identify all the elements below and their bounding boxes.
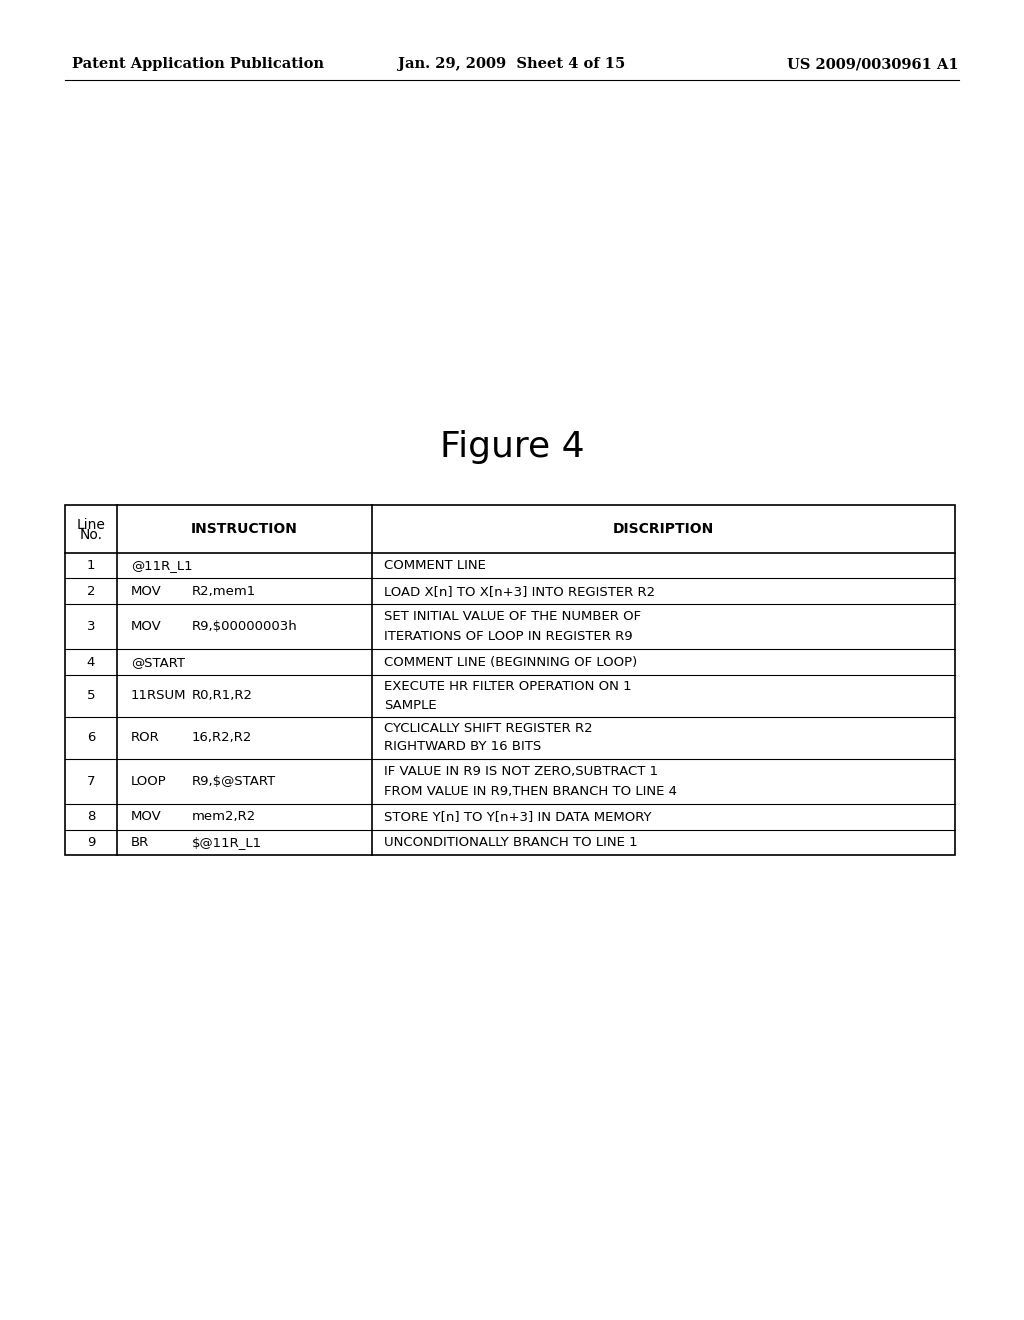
Text: MOV: MOV bbox=[131, 810, 162, 824]
Text: $@11R_L1: $@11R_L1 bbox=[193, 836, 262, 849]
Text: 6: 6 bbox=[87, 731, 95, 744]
Text: MOV: MOV bbox=[131, 585, 162, 598]
Text: 1: 1 bbox=[87, 560, 95, 573]
Text: BR: BR bbox=[131, 836, 150, 849]
Text: 11RSUM: 11RSUM bbox=[131, 689, 186, 702]
Text: @11R_L1: @11R_L1 bbox=[131, 560, 193, 573]
Text: @START: @START bbox=[131, 656, 185, 669]
Text: INSTRUCTION: INSTRUCTION bbox=[191, 521, 298, 536]
Text: Jan. 29, 2009  Sheet 4 of 15: Jan. 29, 2009 Sheet 4 of 15 bbox=[398, 57, 626, 71]
Text: DISCRIPTION: DISCRIPTION bbox=[613, 521, 714, 536]
Text: SET INITIAL VALUE OF THE NUMBER OF: SET INITIAL VALUE OF THE NUMBER OF bbox=[384, 610, 641, 623]
Text: 7: 7 bbox=[87, 775, 95, 788]
Text: 8: 8 bbox=[87, 810, 95, 824]
Text: LOOP: LOOP bbox=[131, 775, 167, 788]
Text: CYCLICALLY SHIFT REGISTER R2: CYCLICALLY SHIFT REGISTER R2 bbox=[384, 722, 593, 735]
Text: mem2,R2: mem2,R2 bbox=[193, 810, 256, 824]
Text: EXECUTE HR FILTER OPERATION ON 1: EXECUTE HR FILTER OPERATION ON 1 bbox=[384, 680, 632, 693]
Text: COMMENT LINE: COMMENT LINE bbox=[384, 560, 485, 573]
Text: 3: 3 bbox=[87, 620, 95, 634]
Text: Patent Application Publication: Patent Application Publication bbox=[72, 57, 324, 71]
Text: STORE Y[n] TO Y[n+3] IN DATA MEMORY: STORE Y[n] TO Y[n+3] IN DATA MEMORY bbox=[384, 810, 651, 824]
Text: Figure 4: Figure 4 bbox=[439, 430, 585, 465]
Text: 5: 5 bbox=[87, 689, 95, 702]
Text: 9: 9 bbox=[87, 836, 95, 849]
Text: R9,$@START: R9,$@START bbox=[193, 775, 276, 788]
Text: 16,R2,R2: 16,R2,R2 bbox=[193, 731, 252, 744]
Text: R9,$00000003h: R9,$00000003h bbox=[193, 620, 298, 634]
Text: COMMENT LINE (BEGINNING OF LOOP): COMMENT LINE (BEGINNING OF LOOP) bbox=[384, 656, 637, 669]
Text: No.: No. bbox=[80, 528, 102, 543]
Text: LOAD X[n] TO X[n+3] INTO REGISTER R2: LOAD X[n] TO X[n+3] INTO REGISTER R2 bbox=[384, 585, 655, 598]
Text: US 2009/0030961 A1: US 2009/0030961 A1 bbox=[787, 57, 959, 71]
Text: 2: 2 bbox=[87, 585, 95, 598]
Text: ROR: ROR bbox=[131, 731, 160, 744]
Bar bbox=[65, 506, 955, 855]
Text: IF VALUE IN R9 IS NOT ZERO,SUBTRACT 1: IF VALUE IN R9 IS NOT ZERO,SUBTRACT 1 bbox=[384, 764, 658, 777]
Text: 4: 4 bbox=[87, 656, 95, 669]
Text: UNCONDITIONALLY BRANCH TO LINE 1: UNCONDITIONALLY BRANCH TO LINE 1 bbox=[384, 836, 638, 849]
Text: FROM VALUE IN R9,THEN BRANCH TO LINE 4: FROM VALUE IN R9,THEN BRANCH TO LINE 4 bbox=[384, 785, 677, 797]
Text: SAMPLE: SAMPLE bbox=[384, 698, 436, 711]
Text: RIGHTWARD BY 16 BITS: RIGHTWARD BY 16 BITS bbox=[384, 741, 542, 754]
Text: Line: Line bbox=[77, 517, 105, 532]
Text: R0,R1,R2: R0,R1,R2 bbox=[193, 689, 253, 702]
Text: MOV: MOV bbox=[131, 620, 162, 634]
Text: ITERATIONS OF LOOP IN REGISTER R9: ITERATIONS OF LOOP IN REGISTER R9 bbox=[384, 630, 633, 643]
Text: R2,mem1: R2,mem1 bbox=[193, 585, 256, 598]
